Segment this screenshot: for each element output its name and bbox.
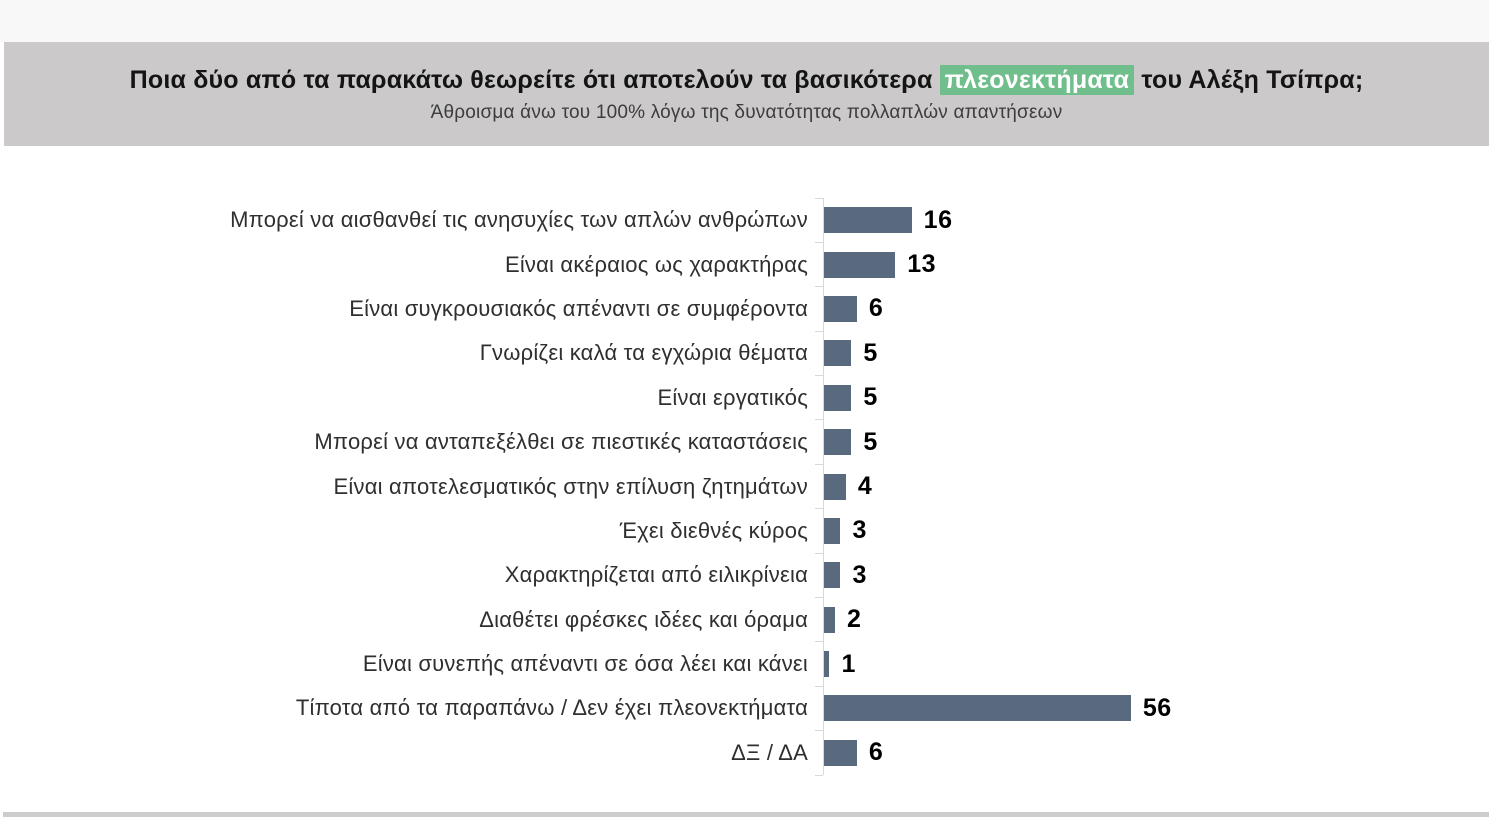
chart-row: Μπορεί να αισθανθεί τις ανησυχίες των απ… — [0, 197, 1489, 243]
category-label: Μπορεί να ανταπεξέλθει σε πιεστικές κατα… — [314, 429, 808, 455]
category-label: Διαθέτει φρέσκες ιδέες και όραμα — [479, 606, 808, 632]
bar — [824, 562, 841, 589]
bar — [824, 517, 841, 544]
value-label: 5 — [863, 338, 878, 367]
category-label: Έχει διεθνές κύρος — [619, 517, 808, 543]
bar — [824, 340, 852, 367]
question-header-band: Ποια δύο από τα παρακάτω θεωρείτε ότι απ… — [4, 42, 1489, 146]
bar-area: 13 — [815, 241, 1489, 287]
value-label: 2 — [846, 605, 862, 634]
category-label: Είναι αποτελεσματικός στην επίλυση ζητημ… — [333, 473, 808, 499]
value-label: 3 — [852, 516, 867, 545]
value-label: 13 — [907, 250, 937, 279]
chart-row: Γνωρίζει καλά τα εγχώρια θέματα 5 — [0, 330, 1489, 376]
chart-row: Είναι συνεπής απέναντι σε όσα λέει και κ… — [0, 641, 1489, 687]
value-label: 1 — [841, 649, 856, 678]
bar — [824, 207, 912, 234]
category-label: ΔΞ / ΔΑ — [731, 739, 808, 765]
value-label: 5 — [863, 427, 878, 456]
category-label: Είναι ακέραιος ως χαρακτήρας — [504, 251, 808, 277]
bar-area: 56 — [815, 685, 1489, 731]
bar — [824, 251, 896, 278]
bar — [824, 695, 1131, 722]
question-subtitle: Άθροισμα άνω του 100% λόγω της δυνατότητ… — [430, 101, 1063, 123]
value-label: 3 — [852, 560, 867, 589]
question-title-highlight: πλεονεκτήματα — [939, 64, 1135, 95]
bottom-page-edge — [3, 812, 1489, 817]
bar-area: 5 — [815, 330, 1489, 376]
bar — [824, 651, 830, 678]
category-label: Είναι συγκρουσιακός απέναντι σε συμφέρον… — [349, 295, 808, 321]
value-label: 6 — [868, 738, 884, 767]
chart-row: Είναι συγκρουσιακός απέναντι σε συμφέρον… — [0, 286, 1489, 332]
bar — [824, 606, 835, 633]
bar-area: 2 — [815, 597, 1489, 642]
chart-row: Τίποτα από τα παραπάνω / Δεν έχει πλεονε… — [0, 685, 1489, 731]
chart-row: Είναι ακέραιος ως χαρακτήρας 13 — [0, 241, 1489, 287]
question-title-suffix: του Αλέξη Τσίπρα; — [1134, 65, 1364, 94]
category-label: Χαρακτηρίζεται από ειλικρίνεια — [504, 562, 808, 588]
value-label: 16 — [923, 205, 953, 234]
value-label: 56 — [1142, 693, 1172, 722]
bar — [824, 295, 857, 322]
category-label: Μπορεί να αισθανθεί τις ανησυχίες των απ… — [230, 207, 808, 233]
chart-row: ΔΞ / ΔΑ 6 — [0, 730, 1489, 776]
bar — [824, 473, 846, 500]
bar — [824, 384, 852, 411]
chart-row: Είναι εργατικός 5 — [0, 375, 1489, 420]
value-label: 5 — [863, 383, 878, 412]
chart-row: Έχει διεθνές κύρος 3 — [0, 508, 1489, 554]
bar-area: 1 — [815, 641, 1489, 687]
bar-chart: Μπορεί να αισθανθεί τις ανησυχίες των απ… — [0, 197, 1489, 776]
value-label: 6 — [868, 294, 884, 323]
bar-area: 4 — [815, 463, 1489, 509]
category-label: Γνωρίζει καλά τα εγχώρια θέματα — [479, 340, 808, 366]
bar-area: 6 — [815, 730, 1489, 776]
chart-row: Χαρακτηρίζεται από ειλικρίνεια 3 — [0, 552, 1489, 598]
bar-area: 6 — [815, 286, 1489, 332]
bar-area: 3 — [815, 552, 1489, 598]
bar-area: 5 — [815, 375, 1489, 420]
bar-area: 3 — [815, 508, 1489, 554]
chart-row: Είναι αποτελεσματικός στην επίλυση ζητημ… — [0, 463, 1489, 509]
question-title: Ποια δύο από τα παρακάτω θεωρείτε ότι απ… — [129, 64, 1364, 95]
bar — [824, 739, 857, 766]
question-title-prefix: Ποια δύο από τα παρακάτω θεωρείτε ότι απ… — [129, 65, 940, 94]
top-margin-strip — [0, 0, 1489, 42]
chart-row: Μπορεί να ανταπεξέλθει σε πιεστικές κατα… — [0, 419, 1489, 465]
bar — [824, 429, 852, 456]
chart-row: Διαθέτει φρέσκες ιδέες και όραμα 2 — [0, 597, 1489, 642]
value-label: 4 — [857, 472, 873, 501]
category-label: Είναι εργατικός — [657, 384, 808, 410]
bar-area: 16 — [815, 197, 1489, 243]
bar-area: 5 — [815, 419, 1489, 465]
category-label: Τίποτα από τα παραπάνω / Δεν έχει πλεονε… — [295, 695, 808, 721]
category-label: Είναι συνεπής απέναντι σε όσα λέει και κ… — [362, 651, 808, 677]
